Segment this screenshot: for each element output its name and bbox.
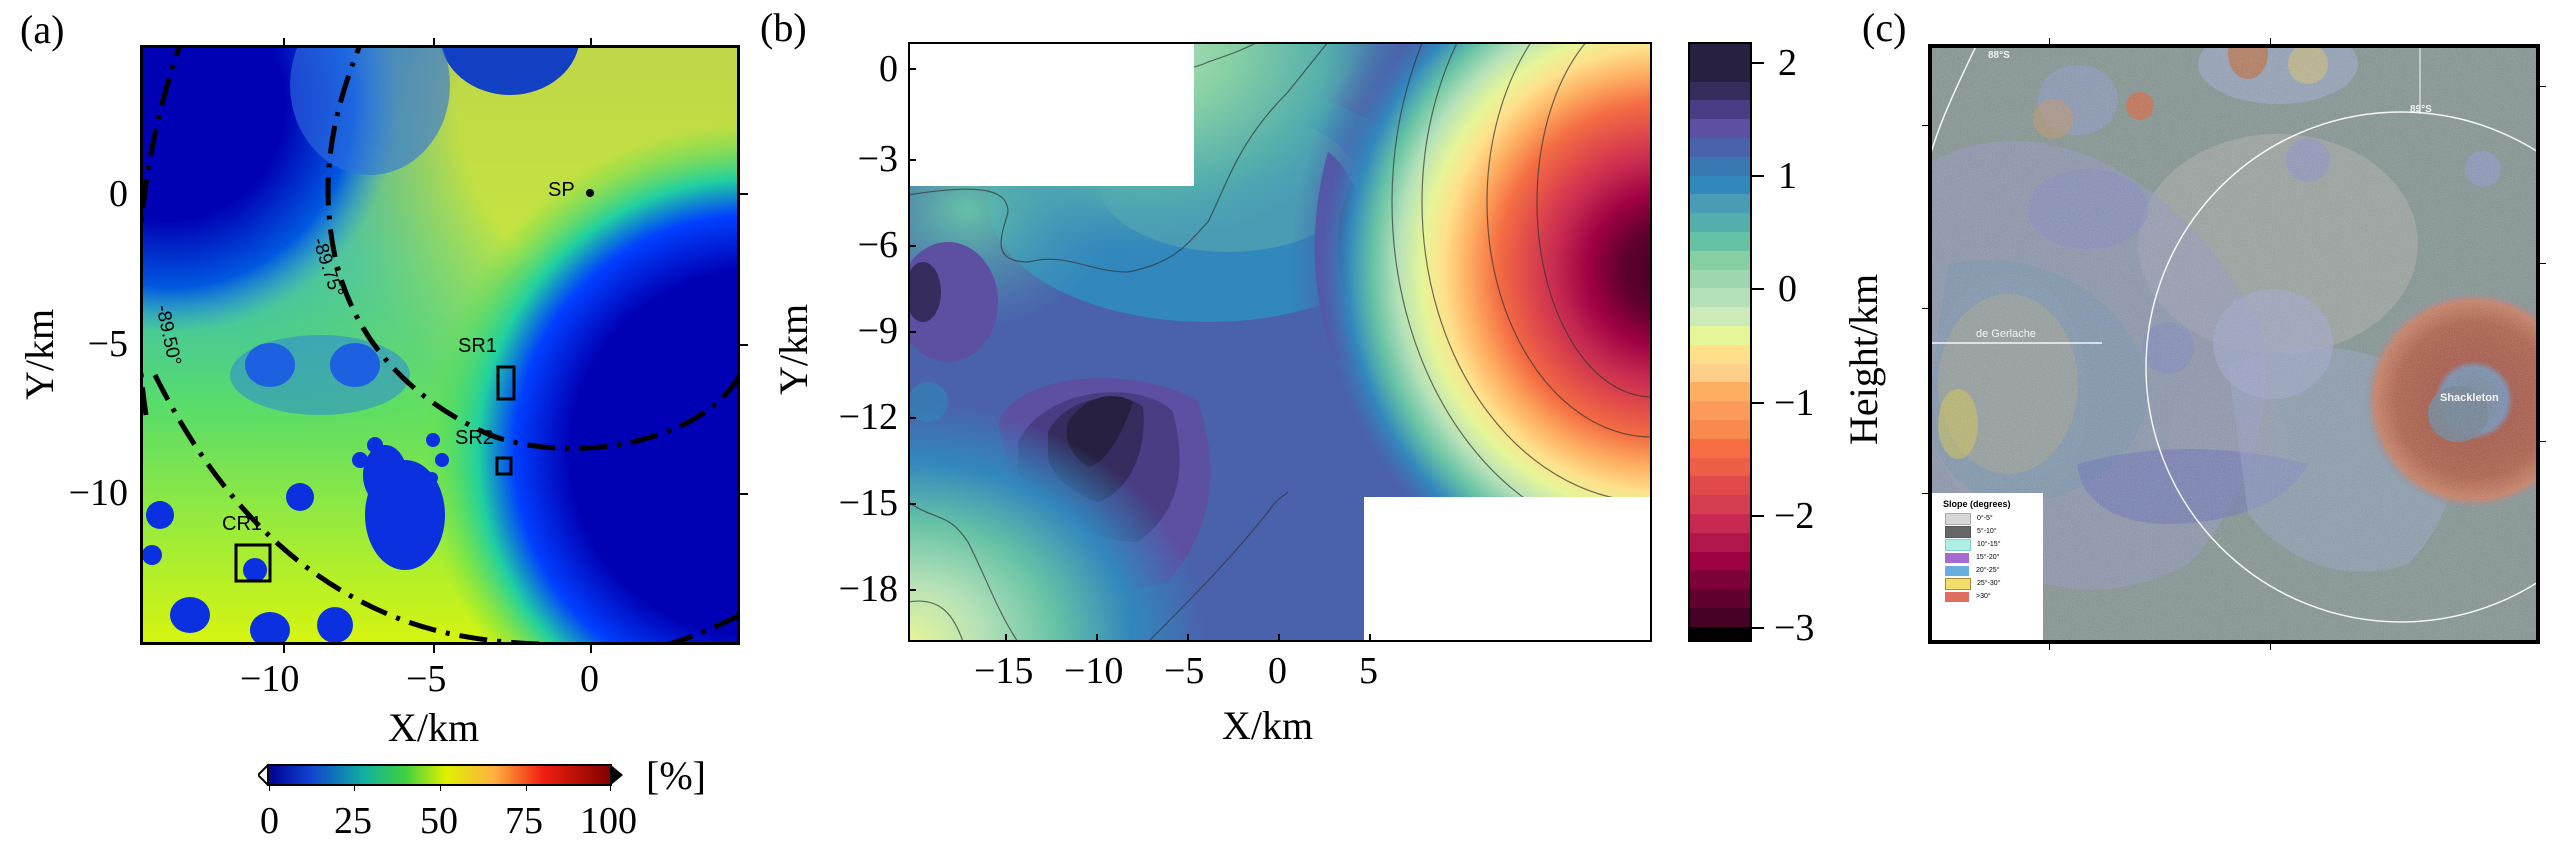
latitude-contour-inner <box>325 45 740 451</box>
panel-a-ylabel: Y/km <box>17 308 62 400</box>
latitude-contour-outer <box>140 45 183 416</box>
panel-b-ytick-3: −9 <box>857 310 898 352</box>
legend-swatch-0 <box>1945 512 1971 525</box>
panel-b-frame <box>908 42 1652 642</box>
panel-a-ytick-2: −10 <box>68 472 128 514</box>
legend-swatch-6 <box>1945 591 1969 602</box>
panel-a-frame <box>140 45 740 645</box>
legend-swatch-3 <box>1945 552 1969 563</box>
legend-item-1: 5°-10° <box>1945 525 2043 538</box>
legend-swatch-1 <box>1945 525 1971 538</box>
sr2-box <box>495 456 513 476</box>
colorbar-a-tick-0: 0 <box>260 800 279 842</box>
masked-region-bottom-right <box>1364 497 1652 642</box>
legend-item-0: 0°-5° <box>1945 512 2043 525</box>
panel-a-label: (a) <box>20 7 65 52</box>
topography-contour-map <box>908 42 1652 642</box>
panel-c-label: (c) <box>1862 5 1907 50</box>
colorbar-b-tick-neg1: −1 <box>1774 382 1815 424</box>
colorbar-a-tick-100: 100 <box>580 800 637 842</box>
slope-legend: Slope (degrees) 0°-5° 5°-10° 10°-15° 15°… <box>1931 493 2043 641</box>
colorbar-a-tick-50: 50 <box>420 800 458 842</box>
colorbar-a-tick-25: 25 <box>334 800 372 842</box>
panel-b-xtick-4: 5 <box>1359 650 1378 692</box>
sr2-label: SR2 <box>455 427 494 449</box>
colorbar-b-tick-neg3: −3 <box>1774 607 1815 649</box>
panel-b-colorbar <box>1688 42 1752 642</box>
panel-a-xlabel: X/km <box>388 705 480 750</box>
panel-b-plot <box>908 42 1652 642</box>
legend-swatch-5 <box>1945 577 1971 590</box>
panel-b-ytick-1: −3 <box>857 138 898 180</box>
legend-item-5: 25°-30° <box>1945 577 2043 590</box>
panel-a-ytick-0: 0 <box>109 173 128 215</box>
de-gerlache-label: de Gerlache <box>1976 328 2036 340</box>
cr1-box <box>234 543 272 583</box>
panel-b-label: (b) <box>760 5 807 50</box>
sr1-box <box>496 365 516 401</box>
panel-b-ytick-6: −18 <box>838 568 898 610</box>
lat-89-gridline <box>2145 111 2540 623</box>
panel-b-ytick-0: 0 <box>879 48 898 90</box>
panel-b-ylabel: Y/km <box>771 303 816 395</box>
colorbar-b-tick-0: 0 <box>1778 268 1797 310</box>
colorbar-a-unit: [%] <box>646 753 706 798</box>
panel-b-ytick-4: −12 <box>838 396 898 438</box>
masked-region-top-left <box>908 42 1194 186</box>
panel-a-xtick-0: −10 <box>240 658 300 700</box>
panel-b-xtick-1: −10 <box>1064 650 1124 692</box>
colorbar-b-tick-neg2: −2 <box>1774 495 1815 537</box>
panel-b-ytick-2: −6 <box>857 224 898 266</box>
panel-a-xtick-1: −5 <box>406 658 447 700</box>
sr1-label: SR1 <box>458 335 497 357</box>
colorbar-a-tick-75: 75 <box>505 800 543 842</box>
sp-point-marker <box>586 189 594 197</box>
panel-c-map: 88°S 89°S de Gerlache Shackleton Slope (… <box>1928 44 2540 644</box>
legend-item-3: 15°-20° <box>1945 551 2043 564</box>
shackleton-label: Shackleton <box>2440 392 2499 404</box>
panel-a-colorbar <box>258 764 624 786</box>
illumination-map <box>140 45 740 645</box>
panel-a-ytick-1: −5 <box>87 323 128 365</box>
colorbar-b-tick-1: 1 <box>1778 155 1797 197</box>
lat-89-label: 89°S <box>2410 104 2432 115</box>
legend-swatch-4 <box>1945 565 1969 576</box>
cr1-label: CR1 <box>222 513 263 535</box>
legend-swatch-2 <box>1945 538 1971 551</box>
panel-b-xtick-3: 0 <box>1268 650 1287 692</box>
panel-b-xtick-2: −5 <box>1164 650 1205 692</box>
panel-b-ytick-5: −15 <box>838 482 898 524</box>
panel-a-plot: SP SR1 SR2 CR1 -89.75° -89.50° <box>140 45 740 645</box>
colorbar-b-title: Height/km <box>1841 273 1886 445</box>
legend-item-2: 10°-15° <box>1945 538 2043 551</box>
legend-item-6: >30° <box>1945 590 2043 603</box>
panel-c-frame <box>1928 44 2540 644</box>
panel-b-xlabel: X/km <box>1222 703 1314 748</box>
sp-label: SP <box>548 179 575 201</box>
panel-a-xtick-2: 0 <box>580 658 599 700</box>
slope-legend-title: Slope (degrees) <box>1943 499 2011 509</box>
lat-88-label: 88°S <box>1988 50 2010 61</box>
colorbar-b-tick-2: 2 <box>1778 42 1797 84</box>
legend-item-4: 20°-25° <box>1945 564 2043 577</box>
panel-b-xtick-0: −15 <box>974 650 1034 692</box>
